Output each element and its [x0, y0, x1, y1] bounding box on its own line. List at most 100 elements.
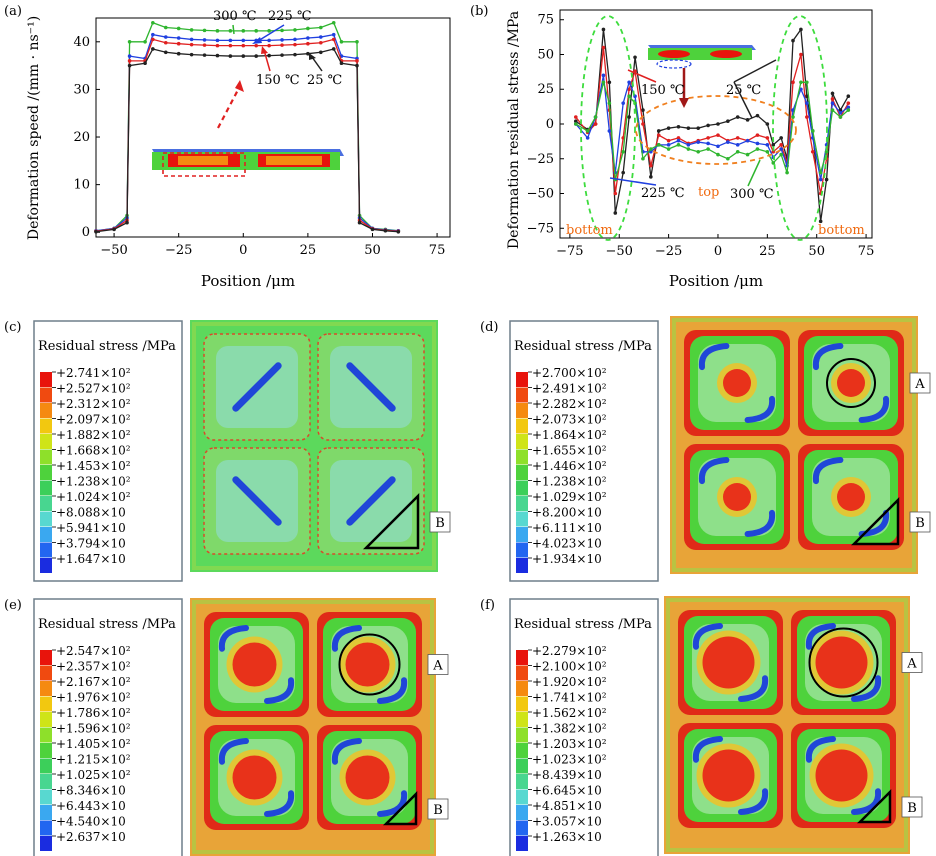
data-point	[706, 123, 710, 128]
data-point	[189, 42, 194, 47]
data-point	[755, 141, 760, 146]
data-point	[830, 97, 835, 101]
data-point	[151, 20, 155, 25]
legend-value: +2.312×10²	[56, 397, 131, 411]
legend-swatch	[516, 372, 528, 387]
legend-swatch	[516, 496, 528, 511]
b-ann-150: 150 ℃	[641, 83, 685, 98]
legend-swatch	[40, 727, 52, 743]
legend-value: +2.073×10²	[532, 413, 607, 427]
legend-value: +8.088×10	[56, 506, 126, 520]
data-point	[676, 124, 681, 129]
data-point	[706, 141, 710, 146]
data-point	[339, 40, 344, 44]
data-point	[765, 136, 770, 140]
data-point	[716, 133, 720, 137]
legend-swatch	[516, 681, 528, 696]
b-ticks: −75 −50 −25 0 25 50 75 −75 −50 −25 0 25 50 75	[527, 13, 875, 259]
data-point	[810, 129, 815, 133]
legend-swatch	[516, 789, 528, 805]
legend-swatch	[516, 465, 528, 480]
data-point	[627, 115, 631, 119]
marker-b-triangle	[850, 496, 900, 546]
a-ann-225: 225 ℃	[268, 9, 312, 24]
data-point	[810, 150, 815, 154]
a-ann-150: 150 ℃	[256, 73, 300, 88]
data-point	[127, 63, 132, 68]
y-tick-label: 0	[82, 225, 90, 240]
data-point	[601, 80, 606, 85]
data-point	[189, 28, 194, 32]
b-ann-300: 300 ℃	[730, 187, 774, 202]
b-ann-bottom-left: bottom	[566, 223, 613, 238]
data-point	[267, 29, 271, 33]
data-point	[716, 152, 720, 157]
data-point	[621, 170, 625, 175]
data-point	[649, 175, 653, 179]
data-point	[306, 41, 310, 46]
data-point	[280, 53, 284, 57]
marker-b-label: B	[435, 516, 445, 531]
y-tick-label: −75	[527, 221, 554, 236]
legend-value: +6.443×10	[56, 799, 126, 813]
data-point	[593, 115, 598, 119]
legend-swatch	[516, 527, 528, 542]
data-point	[818, 170, 823, 175]
panel-label-c: (c)	[4, 320, 21, 335]
data-point	[127, 54, 132, 58]
data-point	[696, 126, 701, 130]
panel-c: (c) Residual stress /MPa +2.741×10² +2.527×…	[4, 320, 451, 582]
data-point	[163, 40, 168, 45]
data-point	[726, 156, 730, 161]
data-point	[824, 150, 829, 154]
data-point	[176, 51, 181, 56]
data-point	[666, 138, 671, 143]
legend-swatch	[516, 727, 528, 743]
data-point	[151, 32, 155, 37]
data-point	[202, 28, 207, 33]
legend-value: +1.446×10²	[532, 459, 607, 473]
a-plot-frame	[95, 17, 451, 238]
marker-a-label: A	[432, 659, 443, 674]
y-tick-label: 25	[537, 82, 554, 97]
data-point	[331, 20, 336, 25]
data-point	[799, 80, 803, 85]
legend-swatch	[516, 480, 528, 496]
marker-b-label: B	[907, 801, 917, 816]
data-point	[656, 129, 661, 133]
data-point	[805, 80, 809, 85]
legend-box	[33, 320, 183, 582]
data-point	[830, 108, 835, 112]
legend-value: +2.741×10²	[56, 366, 131, 380]
a-ann-25: 25 ℃	[307, 73, 342, 88]
legend-value: +1.596×10²	[56, 722, 131, 736]
data-point	[621, 150, 625, 154]
data-point	[331, 37, 336, 42]
data-point	[267, 53, 271, 58]
data-point	[771, 161, 776, 165]
legend-swatch	[40, 465, 52, 480]
marker-a-label: A	[914, 377, 925, 392]
legend-swatch	[40, 805, 52, 820]
legend-swatch	[516, 511, 528, 527]
data-point	[319, 50, 323, 55]
b-ylabel: Deformation residual stress /MPa	[506, 11, 522, 249]
data-point	[254, 43, 259, 48]
x-tick-label: −50	[606, 244, 633, 259]
data-point	[779, 143, 783, 147]
data-point	[176, 36, 181, 40]
legend-swatch	[40, 789, 52, 805]
data-point	[696, 150, 701, 154]
series-line-0	[95, 21, 399, 232]
b-ann-bottom-right: bottom	[818, 223, 865, 238]
data-point	[241, 54, 246, 58]
data-point	[355, 63, 359, 68]
data-point	[112, 227, 116, 232]
data-point	[163, 50, 168, 55]
data-point	[791, 38, 795, 43]
legend-value: +1.025×10²	[56, 768, 131, 782]
legend-swatch	[40, 527, 52, 542]
legend-value: +1.562×10²	[532, 706, 607, 720]
data-point	[666, 126, 671, 130]
legend-value: +1.647×10	[56, 552, 126, 566]
